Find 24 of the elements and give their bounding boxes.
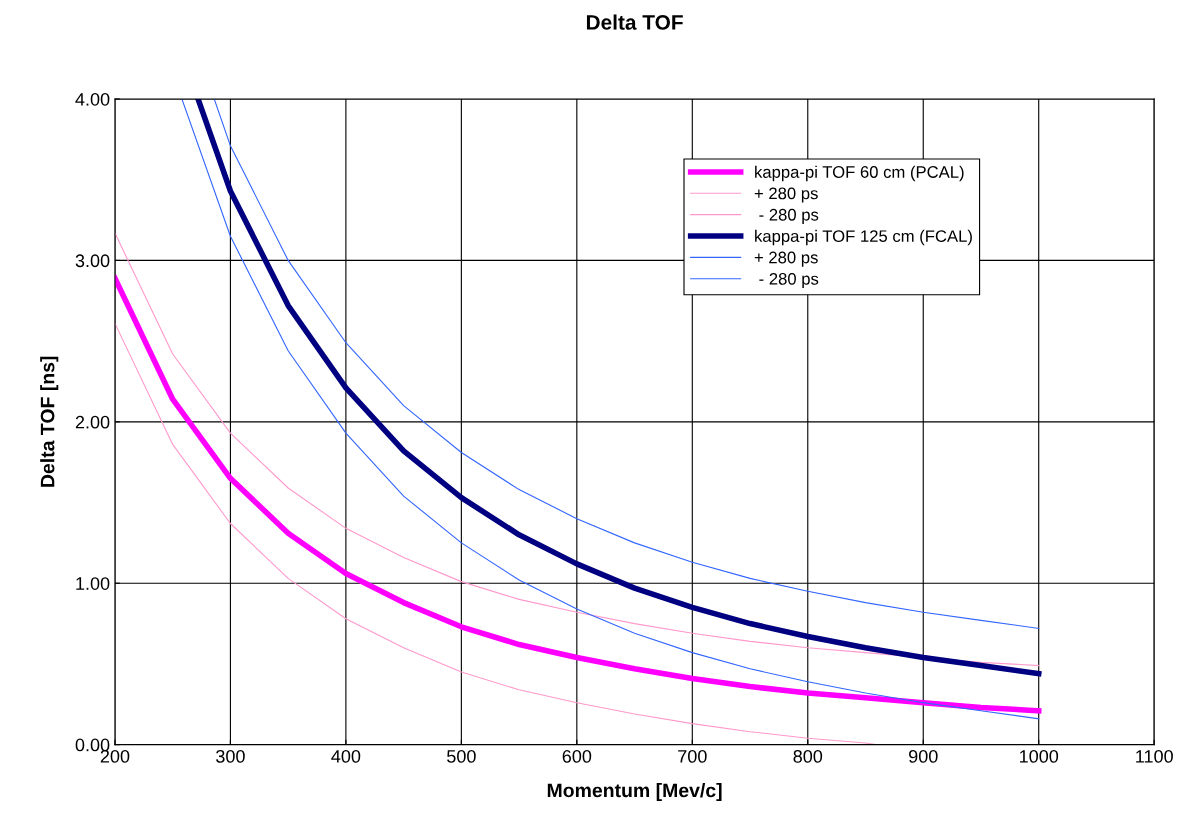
x-tick-label: 1100: [1136, 749, 1173, 763]
legend-label: - 280 ps: [759, 208, 819, 224]
y-tick-label: 1.00: [76, 577, 110, 590]
legend-label: + 280 ps: [754, 187, 818, 203]
x-tick-label: 200: [100, 749, 130, 763]
y-axis-title: Delta TOF [ns]: [40, 356, 59, 487]
x-tick-label: 400: [331, 749, 361, 763]
x-tick-label: 800: [793, 749, 823, 763]
legend-label: + 280 ps: [754, 251, 818, 267]
x-tick-label: 900: [909, 749, 938, 763]
y-tick-label: 2.00: [75, 415, 110, 429]
x-tick-label: 600: [562, 749, 592, 763]
y-tick-label: 3.00: [75, 254, 110, 268]
legend-label: kappa-pi TOF 125 cm (FCAL): [755, 229, 972, 246]
x-axis-title: Momentum [Mev/c]: [547, 783, 722, 802]
y-tick-label: 0.00: [75, 738, 110, 752]
legend-label: - 280 ps: [759, 272, 819, 289]
y-tick-label: 4.00: [75, 92, 110, 106]
x-tick-label: 500: [447, 749, 476, 763]
x-tick-label: 300: [216, 749, 245, 763]
legend-label: kappa-pi TOF 60 cm (PCAL): [755, 165, 964, 182]
x-tick-label: 700: [678, 749, 707, 763]
chart-title: Delta TOF: [586, 14, 683, 30]
x-tick-label: 1000: [1020, 749, 1059, 763]
